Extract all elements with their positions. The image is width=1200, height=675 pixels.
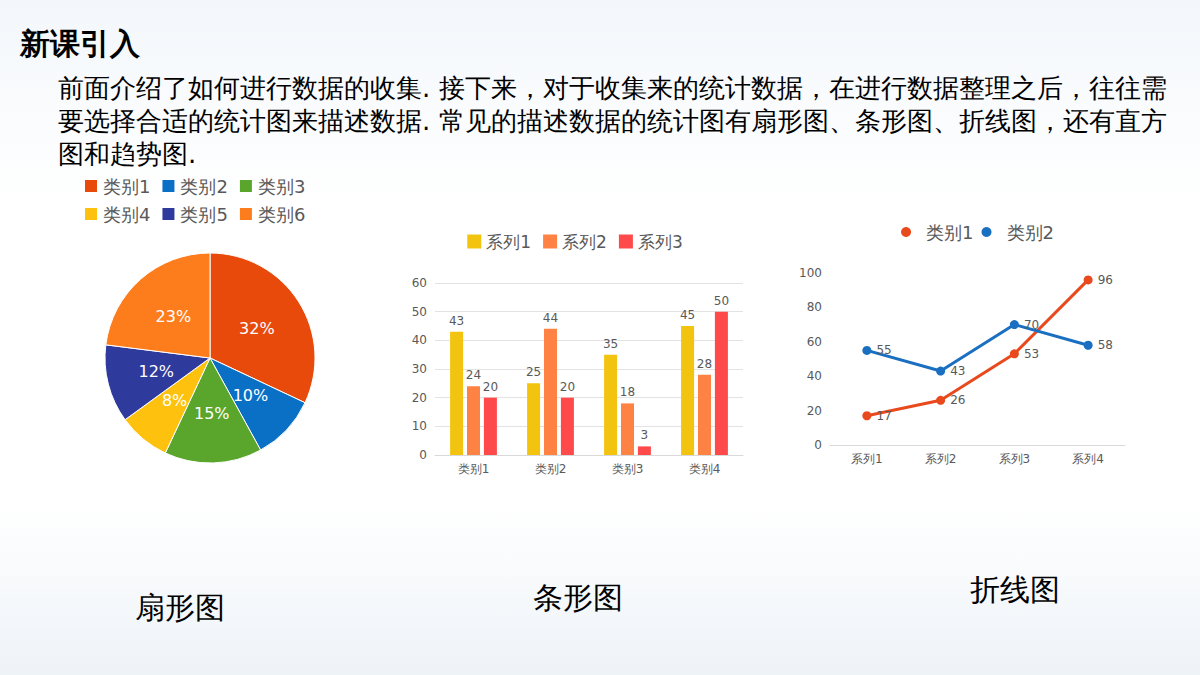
svg-text:24: 24 [466,368,481,382]
svg-text:43: 43 [449,314,464,328]
svg-text:类别3: 类别3 [612,462,644,476]
svg-text:28: 28 [697,357,712,371]
svg-text:100: 100 [799,266,822,280]
html-text:新课引入: 新课引入 [20,26,140,61]
svg-text:类别1: 类别1 [926,222,973,243]
svg-text:18: 18 [620,385,635,399]
svg-text:0: 0 [814,438,822,452]
svg-text:30: 30 [412,362,427,376]
svg-text:35: 35 [603,337,618,351]
svg-text:类别4: 类别4 [103,204,150,225]
svg-text:17: 17 [876,409,891,423]
svg-text:0: 0 [419,448,427,462]
svg-text:类别4: 类别4 [689,462,721,476]
svg-text:40: 40 [807,369,822,383]
html-text:扇形图: 扇形图 [135,590,225,625]
svg-text:20: 20 [483,380,498,394]
svg-text:70: 70 [1024,318,1039,332]
html-text:折线图: 折线图 [970,572,1060,607]
svg-text:系列2: 系列2 [562,232,607,252]
svg-text:系列1: 系列1 [851,452,883,466]
svg-text:类别2: 类别2 [1007,222,1054,243]
svg-text:10: 10 [412,419,427,433]
svg-text:44: 44 [543,311,558,325]
svg-text:系列1: 系列1 [486,232,531,252]
svg-text:55: 55 [876,343,891,357]
svg-text:类别5: 类别5 [180,204,227,225]
svg-text:8%: 8% [162,391,187,410]
svg-text:类别3: 类别3 [258,176,305,197]
html-text:条形图: 条形图 [533,580,623,615]
svg-text:类别1: 类别1 [103,176,150,197]
svg-text:80: 80 [807,300,822,314]
svg-text:15%: 15% [194,404,230,423]
svg-text:32%: 32% [239,319,275,338]
svg-text:58: 58 [1098,338,1113,352]
svg-text:20: 20 [412,391,427,405]
svg-text:3: 3 [641,428,649,442]
svg-text:系列4: 系列4 [1072,452,1104,466]
svg-text:12%: 12% [138,362,174,381]
svg-text:系列2: 系列2 [925,452,957,466]
svg-text:23%: 23% [156,307,192,326]
svg-text:96: 96 [1098,273,1113,287]
svg-text:20: 20 [807,404,822,418]
svg-text:60: 60 [807,335,822,349]
svg-text:60: 60 [412,276,427,290]
svg-text:25: 25 [526,365,541,379]
svg-text:43: 43 [950,364,965,378]
svg-text:50: 50 [412,305,427,319]
svg-text:类别6: 类别6 [258,204,305,225]
svg-text:类别2: 类别2 [180,176,227,197]
html-text:前面介绍了如何进行数据的收集. 接下来，对于收集来的统计数据: 前面介绍了如何进行数据的收集. 接下来，对于收集来的统计数据，在进行数据整理之后… [58,73,1167,169]
svg-text:系列3: 系列3 [999,452,1031,466]
svg-text:10%: 10% [233,386,269,405]
svg-text:20: 20 [560,380,575,394]
svg-text:45: 45 [680,308,695,322]
svg-text:50: 50 [714,294,729,308]
svg-text:26: 26 [950,393,965,407]
svg-text:53: 53 [1024,347,1039,361]
svg-text:类别1: 类别1 [458,462,490,476]
svg-text:系列3: 系列3 [638,232,683,252]
svg-text:40: 40 [412,333,427,347]
svg-text:类别2: 类别2 [535,462,567,476]
